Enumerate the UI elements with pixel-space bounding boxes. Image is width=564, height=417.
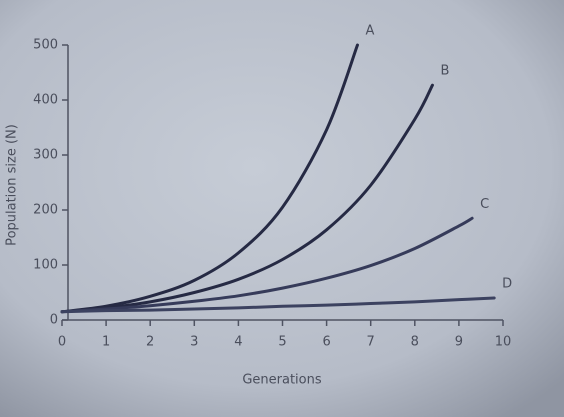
y-tick-label: 100 [33,258,58,273]
y-tick-label: 400 [33,93,58,108]
x-tick-label: 7 [367,335,375,350]
x-tick-label: 8 [411,335,419,350]
x-tick-label: 9 [455,335,463,350]
series-label: D [502,277,512,292]
x-tick-label: 6 [322,335,330,350]
x-tick-label: 10 [495,335,512,350]
x-tick-label: 5 [278,335,286,350]
x-tick-label: 4 [234,335,242,350]
line-series [60,83,434,314]
line-series [60,43,359,314]
series-label: B [440,64,449,79]
x-tick-label: 1 [102,335,110,350]
y-tick-label: 200 [33,203,58,218]
x-axis-label: Generations [242,373,322,388]
line-series [60,296,496,314]
y-tick-label: 300 [33,148,58,163]
plot-area: 0 100 200 300 400 500 0 1 2 3 4 5 6 7 8 9 10 A B C D [33,24,512,350]
x-tick-label: 0 [58,335,66,350]
y-axis-label: Population size (N) [5,124,20,246]
y-tick-label: 500 [33,38,58,53]
series-label: C [480,197,489,212]
x-tick-label: 3 [190,335,198,350]
series-label: A [365,24,374,39]
x-tick-label: 2 [146,335,154,350]
line-series [60,216,474,314]
y-tick-label: 0 [50,313,58,328]
